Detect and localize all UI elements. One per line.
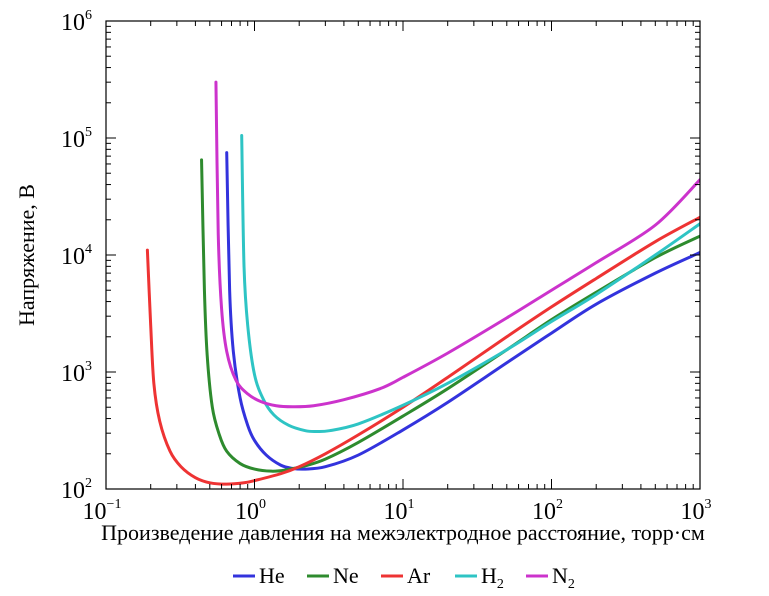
legend-label: He: [259, 563, 285, 588]
y-axis-label: Напряжение, В: [14, 184, 39, 326]
y-tick-label: 105: [61, 125, 92, 153]
series-line-n: [214, 80, 700, 409]
y-tick-label: 103: [61, 359, 92, 387]
series-line-he: [225, 151, 700, 471]
series-line-h: [240, 134, 700, 434]
y-tick-label: 104: [61, 242, 92, 270]
series-layer: [145, 80, 700, 486]
x-axis-label: Произведение давления на межэлектродное …: [101, 520, 705, 545]
y-axis: 102 103 104 105 106: [61, 8, 700, 504]
legend-label: N2: [552, 563, 575, 592]
x-tick-label: 102: [532, 497, 563, 525]
x-axis: 10−1 100 101 102 103: [83, 21, 712, 525]
x-tick-label: 10−1: [83, 497, 122, 525]
series-line-ne: [200, 158, 700, 473]
legend: He Ne Ar H2 N2: [233, 563, 575, 592]
legend-label: Ne: [333, 563, 359, 588]
x-tick-label: 103: [681, 497, 712, 525]
legend-label: H2: [481, 563, 504, 592]
legend-label: Ar: [407, 563, 431, 588]
x-tick-label: 100: [235, 497, 266, 525]
series-line-ar: [145, 215, 700, 486]
x-tick-label: 101: [384, 497, 415, 525]
y-tick-label: 102: [61, 476, 92, 504]
y-tick-label: 106: [61, 8, 92, 36]
